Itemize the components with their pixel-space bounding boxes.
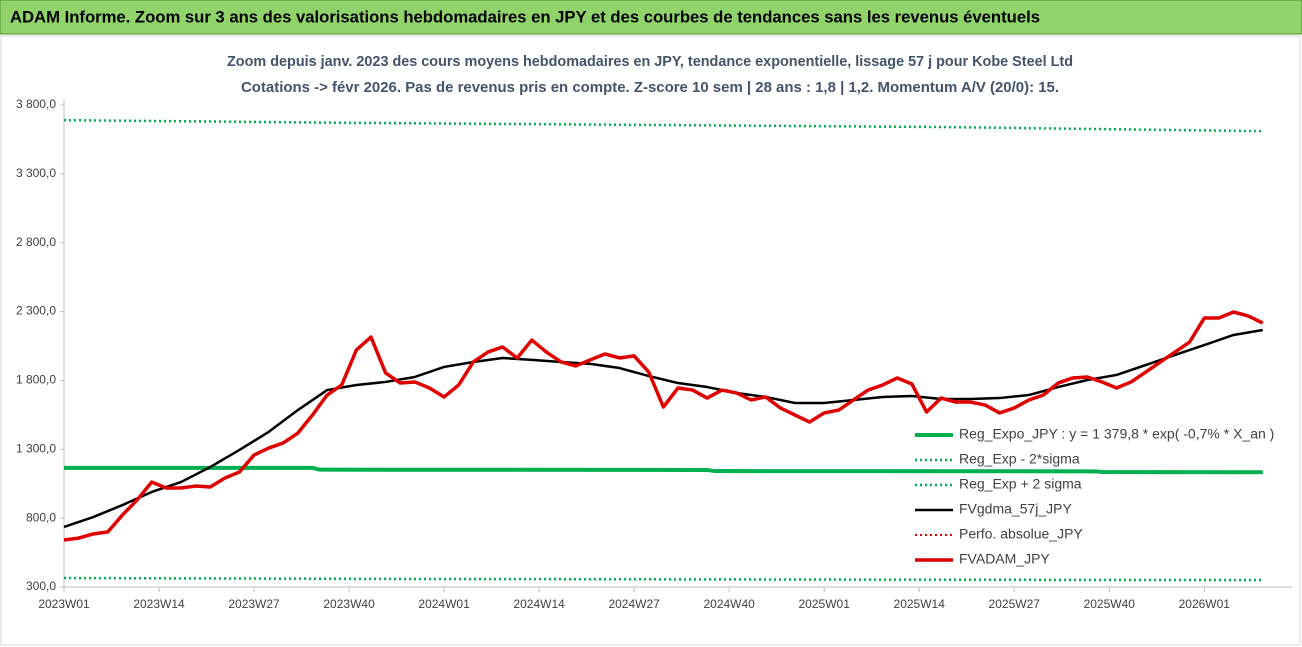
legend-label: FVADAM_JPY bbox=[959, 551, 1050, 567]
y-tick-label: 300,0 bbox=[26, 579, 56, 593]
x-tick-label: 2025W27 bbox=[989, 597, 1041, 611]
series-line bbox=[63, 576, 1263, 582]
y-tick-label: 1 300,0 bbox=[16, 441, 56, 455]
y-tick-label: 2 800,0 bbox=[16, 235, 56, 249]
legend-label: Reg_Exp + 2 sigma bbox=[959, 476, 1082, 492]
y-tick-label: 2 300,0 bbox=[16, 304, 56, 318]
banner-text: ADAM Informe. Zoom sur 3 ans des valoris… bbox=[10, 7, 1040, 26]
x-tick-label: 2025W01 bbox=[799, 597, 851, 611]
banner bbox=[0, 0, 1302, 35]
x-tick-label: 2025W14 bbox=[894, 597, 946, 611]
legend-label: Reg_Exp - 2*sigma bbox=[959, 451, 1080, 467]
x-tick-label: 2023W40 bbox=[323, 597, 375, 611]
x-tick-label: 2024W01 bbox=[418, 597, 470, 611]
chart-title: Zoom depuis janv. 2023 des cours moyens … bbox=[227, 53, 1073, 70]
x-tick-label: 2026W01 bbox=[1179, 597, 1231, 611]
x-tick-label: 2024W27 bbox=[608, 597, 660, 611]
series-line bbox=[63, 310, 1264, 542]
series-line bbox=[64, 465, 1263, 475]
x-tick-label: 2025W40 bbox=[1084, 597, 1136, 611]
series-line bbox=[63, 328, 1263, 529]
legend-label: Perfo. absolue_JPY bbox=[959, 526, 1083, 542]
y-tick-label: 800,0 bbox=[26, 510, 56, 524]
x-tick-label: 2024W14 bbox=[513, 597, 565, 611]
legend-label: Reg_Expo_JPY : y = 1 379,8 * exp( -0,7% … bbox=[959, 426, 1274, 442]
y-tick-label: 1 800,0 bbox=[16, 373, 56, 387]
chart-subtitle: Cotations -> févr 2026. Pas de revenus p… bbox=[241, 79, 1059, 96]
chart-frame bbox=[0, 35, 1301, 646]
y-tick-label: 3 300,0 bbox=[16, 166, 56, 180]
y-tick-label: 3 800,0 bbox=[16, 97, 56, 111]
x-tick-label: 2024W40 bbox=[703, 597, 755, 611]
x-tick-label: 2023W27 bbox=[228, 597, 280, 611]
x-tick-label: 2023W01 bbox=[38, 597, 90, 611]
x-tick-label: 2023W14 bbox=[133, 597, 185, 611]
legend-label: FVgdma_57j_JPY bbox=[959, 501, 1073, 517]
